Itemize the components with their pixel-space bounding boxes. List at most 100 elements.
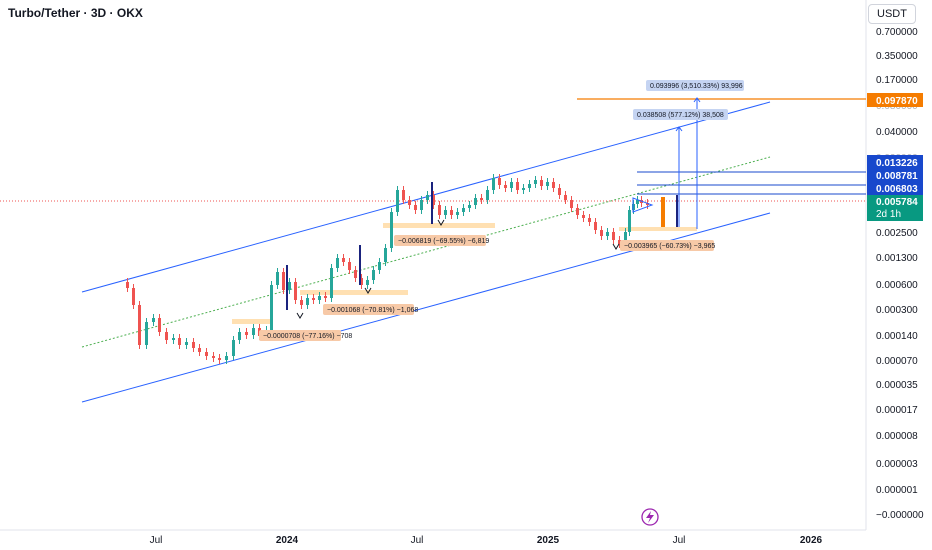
candle-body: [270, 285, 273, 330]
price-tick: 0.000035: [876, 380, 918, 391]
candle-body: [218, 358, 221, 360]
candle-body: [276, 272, 279, 285]
measure-label-1[interactable]: −0.0000708 (−77.16%) −708: [259, 330, 352, 341]
countdown-text: 2d 1h: [876, 209, 901, 220]
candle-body: [528, 184, 531, 188]
candle-body: [636, 200, 639, 204]
price-tick: 0.000008: [876, 431, 918, 442]
measure-arrowhead-2: [693, 97, 701, 103]
measure-text: −0.003965 (−60.73%) −3,965: [624, 243, 715, 250]
marker-bar: [286, 265, 288, 310]
price-tick: 0.170000: [876, 75, 918, 86]
measure-label-6[interactable]: 0.093996 (3,510.33%) 93,996: [646, 80, 744, 91]
candle-body: [486, 190, 489, 200]
candle-body: [576, 208, 579, 215]
candle-body: [600, 230, 603, 236]
candle-body: [558, 188, 561, 195]
candle-body: [245, 332, 248, 335]
candle-body: [384, 248, 387, 262]
zone-2[interactable]: [300, 290, 408, 295]
price-tick: 0.000070: [876, 356, 918, 367]
zone-1[interactable]: [232, 319, 270, 324]
price-tick: 0.000003: [876, 459, 918, 470]
lightning-icon[interactable]: [641, 508, 659, 526]
candle-body: [564, 195, 567, 200]
candle-body: [294, 282, 297, 300]
candle-body: [378, 262, 381, 270]
candle-body: [474, 198, 477, 205]
candle-body: [312, 298, 315, 300]
chart-title: Turbo/Tether · 3D · OKX: [8, 6, 143, 20]
marker-bar-orange: [661, 197, 665, 227]
measure-text: 0.038508 (577.12%) 38,508: [637, 112, 724, 119]
price-tag-blue-1: 0.013226: [867, 155, 923, 169]
candle-body: [480, 198, 483, 200]
candle-body: [354, 270, 357, 278]
candle-body: [300, 300, 303, 305]
price-tag-text: 0.008781: [876, 171, 918, 182]
candle-body: [348, 262, 351, 270]
candle-body: [420, 200, 423, 210]
down-arrow: [612, 243, 620, 250]
candle-body: [534, 180, 537, 184]
down-arrow: [364, 287, 372, 294]
candle-body: [540, 180, 543, 186]
candle-body: [432, 195, 435, 205]
candle-body: [330, 268, 333, 298]
candle-body: [612, 232, 615, 240]
candle-body: [408, 200, 411, 205]
measure-label-3[interactable]: −0.006819 (−69.55%) −6,819: [394, 235, 489, 246]
price-tick: 0.001300: [876, 253, 918, 264]
candle-body: [192, 342, 195, 348]
candle-series: [126, 174, 649, 364]
time-tick: 2024: [276, 535, 299, 546]
candle-body: [606, 232, 609, 236]
candle-body: [618, 240, 621, 244]
measure-label-5[interactable]: 0.038508 (577.12%) 38,508: [633, 109, 728, 120]
candle-body: [628, 210, 631, 232]
candle-body: [318, 296, 321, 300]
currency-button[interactable]: USDT: [868, 4, 916, 24]
triangle-pattern[interactable]: [632, 197, 654, 213]
marker-bar: [431, 182, 433, 224]
candle-body: [390, 212, 393, 248]
candle-body: [336, 258, 339, 268]
candle-body: [552, 182, 555, 188]
measure-label-2[interactable]: −0.001068 (−70.81%) −1,068: [323, 304, 418, 315]
down-arrow: [296, 312, 304, 319]
candle-body: [588, 218, 591, 222]
zone-3[interactable]: [383, 223, 495, 228]
time-tick: Jul: [411, 535, 424, 546]
candle-body: [504, 185, 507, 188]
candle-body: [342, 258, 345, 262]
candle-body: [546, 182, 549, 186]
candle-body: [594, 222, 597, 230]
price-tick: 0.000140: [876, 331, 918, 342]
zone-4[interactable]: [619, 227, 697, 231]
candle-body: [646, 203, 649, 205]
price-tick: 0.000600: [876, 280, 918, 291]
price-tick: 0.000001: [876, 485, 918, 496]
candle-body: [498, 178, 501, 185]
candle-body: [252, 328, 255, 335]
candle-body: [402, 190, 405, 200]
measure-text: −0.001068 (−70.81%) −1,068: [327, 307, 418, 314]
candle-body: [225, 356, 228, 360]
measure-label-4[interactable]: −0.003965 (−60.73%) −3,965: [620, 240, 715, 251]
price-tag-text: 0.005784: [876, 197, 918, 208]
channel-mid-line[interactable]: [81, 156, 771, 348]
candle-body: [396, 190, 399, 212]
price-tag-blue-3: 0.006803: [867, 182, 923, 195]
candle-body: [468, 205, 471, 208]
price-tick: 0.002500: [876, 228, 918, 239]
candle-body: [450, 210, 453, 215]
candle-body: [426, 195, 429, 200]
candle-body: [522, 188, 525, 190]
candle-body: [238, 332, 241, 340]
candle-body: [366, 280, 369, 285]
candle-body: [456, 212, 459, 215]
candle-body: [570, 200, 573, 208]
candle-body: [185, 342, 188, 345]
time-axis[interactable]: Jul 2024 Jul 2025 Jul 2026: [150, 535, 823, 546]
